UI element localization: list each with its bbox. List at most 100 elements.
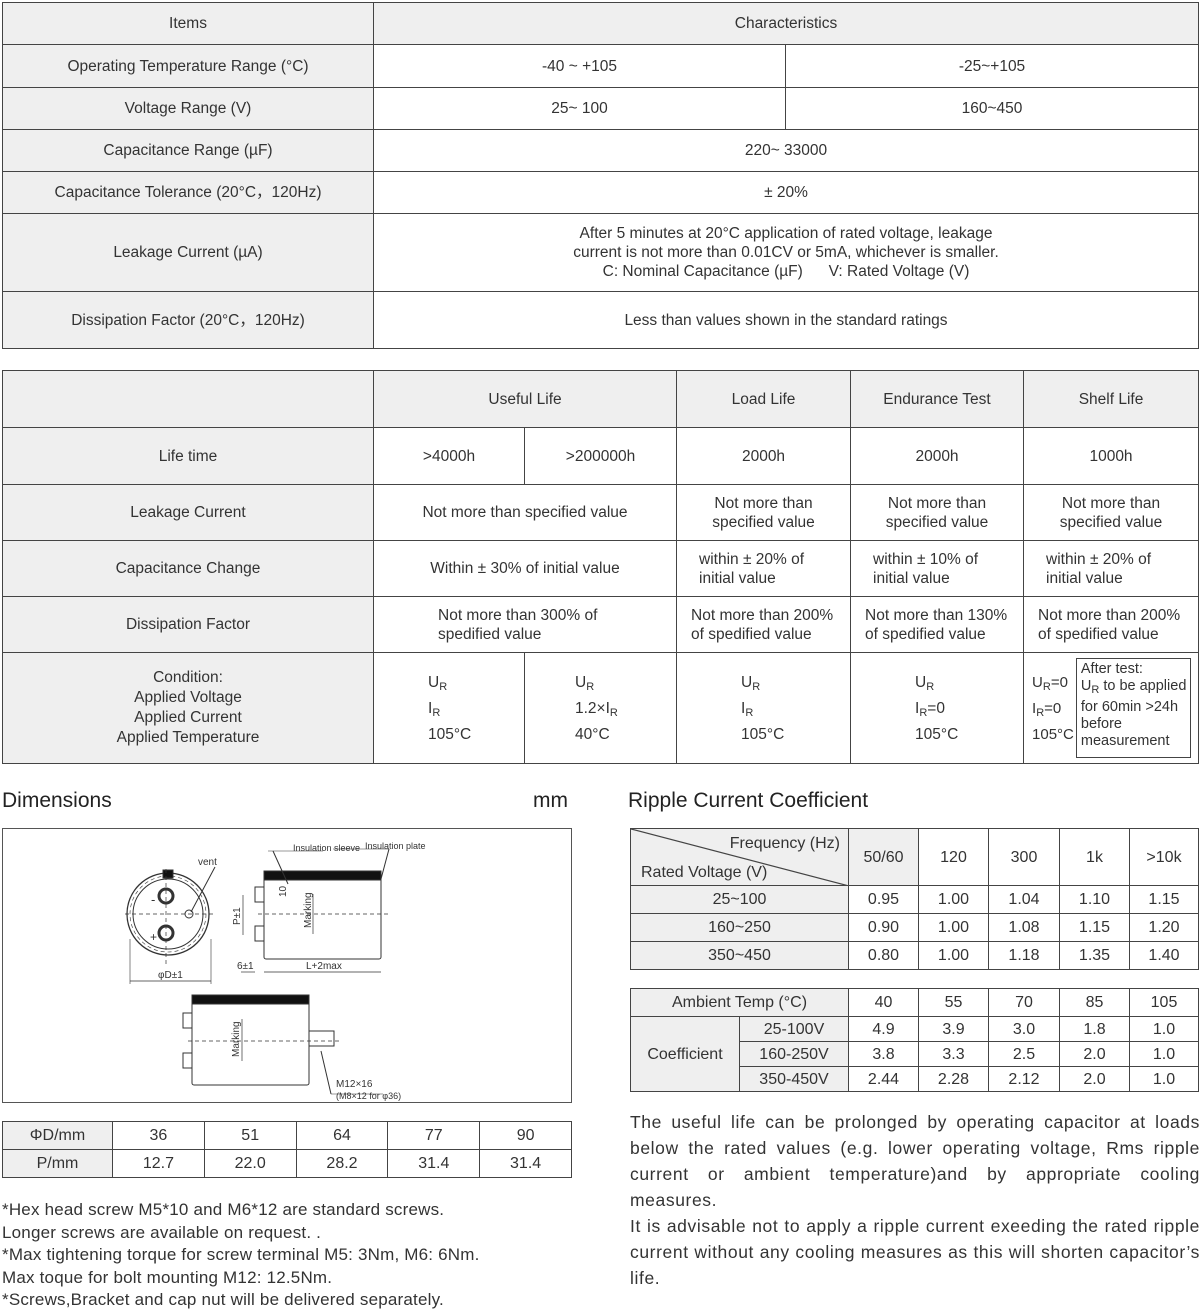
header-items: Items <box>2 2 374 45</box>
cell: 220~ 33000 <box>373 129 1199 172</box>
row-label: Leakage Current (µA) <box>2 213 374 292</box>
cell: 2.28 <box>918 1066 989 1092</box>
six-label: 6±1 <box>237 961 254 972</box>
line: Applied Current <box>134 709 242 726</box>
cell: Not more than 200% of spedified value <box>676 596 852 653</box>
bolt-view: Marking M12×16 (M8×12 for φ36) <box>182 994 401 1101</box>
cell: 1.0 <box>1129 1041 1199 1067</box>
line: After 5 minutes at 20°C application of r… <box>579 225 993 242</box>
cell: 3.0 <box>988 1016 1060 1042</box>
diagonal-header: Frequency (Hz) Rated Voltage (V) <box>630 828 849 886</box>
col-header: 85 <box>1059 988 1130 1017</box>
cell: 28.2 <box>295 1149 389 1178</box>
cell: 2.44 <box>848 1066 919 1092</box>
cell: ± 20% <box>373 171 1199 214</box>
cell: 77 <box>387 1121 481 1150</box>
cell: 0.90 <box>848 913 919 942</box>
row-label: Dissipation Factor (20°C，120Hz) <box>2 291 374 349</box>
condition-cell: UR IR=0 105°C <box>850 652 1025 764</box>
voltage-label: Rated Voltage (V) <box>641 864 768 881</box>
corner <box>2 370 374 428</box>
row-label: Dissipation Factor <box>2 596 374 653</box>
cell: 3.3 <box>918 1041 989 1067</box>
condition-cell-shelf: UR=0 IR=0 105°C After test: UR to be applie… <box>1023 652 1200 764</box>
cell: 51 <box>203 1121 297 1150</box>
ten-label: 10 <box>278 885 289 897</box>
cell: 25~ 100 <box>373 87 786 130</box>
cell: 31.4 <box>387 1149 481 1178</box>
cell: 1.00 <box>918 885 989 914</box>
cell: 4.9 <box>848 1016 919 1042</box>
cell: 1.35 <box>1059 941 1130 970</box>
row-label: Operating Temperature Range (°C) <box>2 44 374 88</box>
cell: 31.4 <box>479 1149 572 1178</box>
cell-leakage: After 5 minutes at 20°C application of r… <box>373 213 1199 292</box>
row-label: 25-100V <box>739 1016 849 1042</box>
line: Applied Voltage <box>134 689 242 706</box>
cell: 1.10 <box>1059 885 1130 914</box>
header-useful-life: Useful Life <box>372 370 678 428</box>
cell: 1.40 <box>1129 941 1199 970</box>
col-header: 55 <box>918 988 989 1017</box>
cell: Not more than 200% of spedified value <box>1023 596 1200 653</box>
cell: 3.9 <box>918 1016 989 1042</box>
ripple-notes: The useful life can be prolonged by oper… <box>630 1109 1200 1291</box>
row-label: Capacitance Change <box>2 540 374 597</box>
frequency-label: Frequency (Hz) <box>729 835 840 852</box>
temperature-coefficient-table: Ambient Temp (°C) 40 55 70 85 105 Coefficient… <box>630 988 1199 1092</box>
cell: within ± 10% of initial value <box>850 540 1025 597</box>
col-header: 70 <box>988 988 1060 1017</box>
cell: >4000h <box>373 427 525 485</box>
row-label: ΦD/mm <box>2 1121 113 1150</box>
col-header: 120 <box>918 828 989 886</box>
cell: 22.0 <box>203 1149 297 1178</box>
cell: Not more than specified value <box>850 484 1025 541</box>
header-shelf-life: Shelf Life <box>1023 370 1200 428</box>
cell: 64 <box>295 1121 389 1150</box>
cell: 36 <box>112 1121 205 1150</box>
note: Max toque for bolt mounting M12: 12.5Nm. <box>2 1267 333 1287</box>
cell: 1.00 <box>918 941 989 970</box>
paragraph: The useful life can be prolonged by oper… <box>630 1112 1200 1210</box>
cell: 2.12 <box>988 1066 1060 1092</box>
dimension-table: ΦD/mm 36 51 64 77 90 P/mm 12.7 22.0 28.2 31.4 31.4 <box>2 1121 572 1178</box>
col-header: >10k <box>1129 828 1199 886</box>
cell: 1.04 <box>988 885 1060 914</box>
plus-label: + <box>150 930 157 944</box>
cell: Not more than specified value <box>1023 484 1200 541</box>
cell: 1.0 <box>1129 1016 1199 1042</box>
pitch-label: P±1 <box>232 907 243 925</box>
line: C: Nominal Capacitance (µF) V: Rated Vol… <box>602 263 970 280</box>
length-label: L+2max <box>306 961 342 972</box>
side-view: Insulation sleeve Insulation plate P±1 1… <box>232 841 426 973</box>
header-load-life: Load Life <box>676 370 852 428</box>
note: Longer screws are available on request. … <box>2 1222 322 1242</box>
row-label: Voltage Range (V) <box>2 87 374 130</box>
col-header: 40 <box>848 988 919 1017</box>
ripple-title: Ripple Current Coefficient <box>628 789 869 812</box>
cell: 1.15 <box>1059 913 1130 942</box>
cell: 0.80 <box>848 941 919 970</box>
cell: 1.18 <box>988 941 1060 970</box>
cell: -25~+105 <box>785 44 1199 88</box>
cell: 1.00 <box>918 913 989 942</box>
cell: 2000h <box>676 427 852 485</box>
row-label: Capacitance Range (µF) <box>2 129 374 172</box>
general-characteristics-table: Items Characteristics Operating Temperatu… <box>2 2 1199 349</box>
insulation-plate-label: Insulation plate <box>365 841 426 851</box>
cell: Not more than 130% of spedified value <box>850 596 1025 653</box>
col-header: 50/60 <box>848 828 919 886</box>
dimension-notes: *Hex head screw M5*10 and M6*12 are stan… <box>2 1199 480 1312</box>
life-test-table: Useful Life Load Life Endurance Test Shelf … <box>2 370 1200 764</box>
cell: 1.8 <box>1059 1016 1130 1042</box>
temp-header: Ambient Temp (°C) <box>630 988 849 1017</box>
condition-cell: UR IR 105°C <box>373 652 525 764</box>
dimensions-title: Dimensions <box>2 789 112 812</box>
cell: Not more than 300% of spedified value <box>372 596 678 653</box>
cell: 1.0 <box>1129 1066 1199 1092</box>
cell: Not more than specified value <box>372 484 678 541</box>
cell: Within ± 30% of initial value <box>372 540 678 597</box>
cell: 90 <box>479 1121 572 1150</box>
coefficient-label: Coefficient <box>630 1016 740 1092</box>
cell: within ± 20% of initial value <box>1023 540 1200 597</box>
